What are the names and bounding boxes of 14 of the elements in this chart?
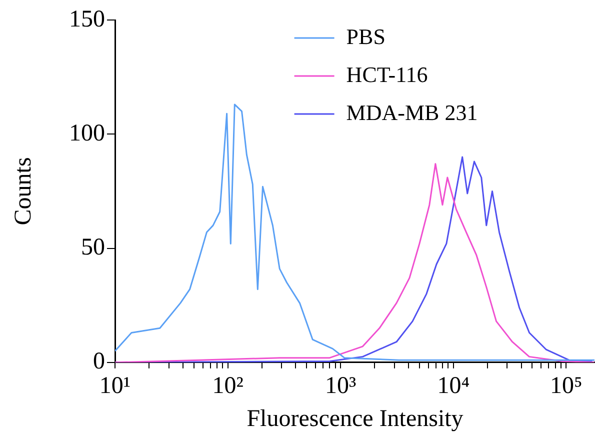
- y-tick-label: 50: [81, 234, 105, 261]
- x-tick-label: 10²: [212, 373, 244, 400]
- x-tick-label: 10⁴: [437, 373, 470, 400]
- x-tick-label: 10¹: [99, 373, 131, 400]
- y-tick-label: 100: [69, 120, 105, 146]
- legend-label: MDA-MB 231: [346, 100, 478, 125]
- legend-label: PBS: [346, 24, 386, 49]
- x-axis-title: Fluorescence Intensity: [246, 406, 464, 432]
- x-tick-label: 10³: [325, 373, 356, 400]
- legend-label: HCT-116: [346, 62, 428, 87]
- y-tick-label: 0: [93, 348, 105, 375]
- x-tick-label: 10⁵: [550, 373, 582, 400]
- y-axis-title: Counts: [10, 157, 37, 226]
- y-tick-label: 150: [69, 6, 105, 32]
